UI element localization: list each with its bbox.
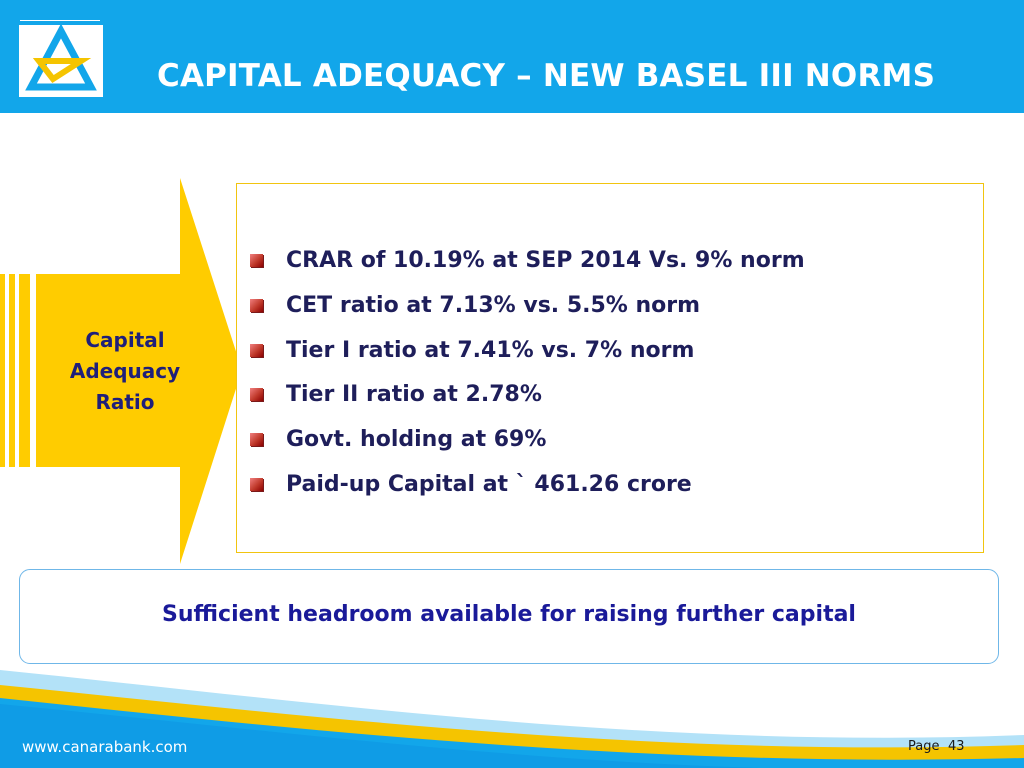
arrow-stripe: [19, 274, 30, 467]
arrow-label: Capital Adequacy Ratio: [40, 325, 210, 418]
bullet-item: CET ratio at 7.13% vs. 5.5% norm: [250, 288, 805, 333]
canara-bank-logo-icon: [19, 25, 103, 97]
bullet-item: Govt. holding at 69%: [250, 422, 805, 467]
bullet-text: Tier I ratio at 7.41% vs. 7% norm: [286, 337, 695, 363]
arrow-label-line: Adequacy: [69, 359, 181, 383]
bullet-text: CRAR of 10.19% at SEP 2014 Vs. 9% norm: [286, 248, 805, 273]
footer-waves: [0, 670, 1024, 768]
bullet-text: Tier II ratio at 2.78%: [286, 382, 542, 408]
bullet-text: CET ratio at 7.13% vs. 5.5% norm: [286, 292, 701, 318]
page-number: 43: [948, 739, 965, 754]
bullet-square-icon: [250, 388, 263, 402]
content-box: [236, 183, 984, 553]
arrow-label-line: Capital: [85, 328, 165, 352]
bullet-item: Paid-up Capital at ` 461.26 crore: [250, 467, 805, 512]
bullet-square-icon: [250, 477, 263, 491]
bullet-text: Govt. holding at 69%: [286, 427, 547, 453]
bullet-square-icon: [250, 343, 263, 357]
bullet-item: CRAR of 10.19% at SEP 2014 Vs. 9% norm: [250, 243, 805, 288]
slide-title: CAPITAL ADEQUACY – NEW BASEL III NORMS: [157, 58, 936, 94]
bullet-item: Tier II ratio at 2.78%: [250, 377, 805, 422]
website-link[interactable]: www.canarabank.com: [22, 738, 188, 756]
arrow-stripe: [0, 274, 5, 467]
note-box: Sufficient headroom available for raisin…: [19, 569, 999, 664]
bullet-square-icon: [250, 433, 263, 447]
bullet-square-icon: [250, 298, 263, 312]
page-label: Page: [908, 739, 940, 754]
bullet-list: CRAR of 10.19% at SEP 2014 Vs. 9% norm C…: [250, 243, 805, 512]
bullet-text: Paid-up Capital at ` 461.26 crore: [286, 471, 692, 497]
header-bar: CAPITAL ADEQUACY – NEW BASEL III NORMS: [0, 0, 1024, 113]
header-divider: [20, 20, 100, 21]
arrow-label-line: Ratio: [95, 390, 155, 414]
bullet-square-icon: [250, 254, 263, 267]
note-text: Sufficient headroom available for raisin…: [162, 602, 856, 627]
arrow-shape: [36, 178, 242, 564]
bullet-item: Tier I ratio at 7.41% vs. 7% norm: [250, 333, 805, 378]
arrow-stripe: [9, 274, 15, 467]
